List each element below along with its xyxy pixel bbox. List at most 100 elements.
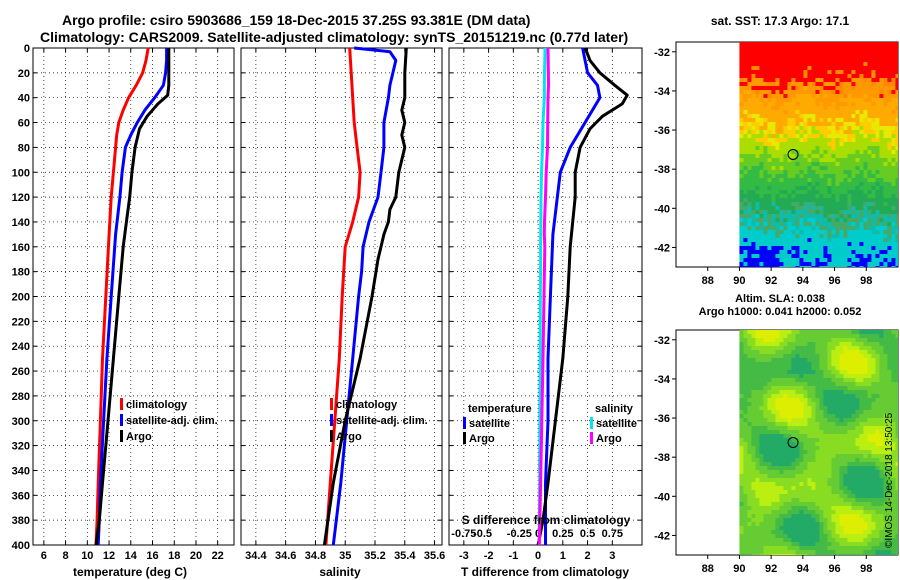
heatmap-cell bbox=[839, 454, 844, 459]
heatmap-cell bbox=[803, 510, 808, 515]
heatmap-cell bbox=[879, 166, 884, 171]
heatmap-cell bbox=[747, 42, 752, 47]
heatmap-cell bbox=[823, 510, 828, 515]
heatmap-cell bbox=[791, 170, 796, 175]
heatmap-cell bbox=[867, 66, 872, 71]
heatmap-cell bbox=[851, 522, 856, 527]
heatmap-cell bbox=[879, 102, 884, 107]
heatmap-cell bbox=[871, 498, 876, 503]
heatmap-cell bbox=[787, 70, 792, 75]
heatmap-cell bbox=[855, 98, 860, 103]
heatmap-cell bbox=[839, 118, 844, 123]
heatmap-cell bbox=[823, 506, 828, 511]
heatmap-cell bbox=[871, 462, 876, 467]
heatmap-cell bbox=[743, 262, 748, 267]
heatmap-cell bbox=[843, 498, 848, 503]
heatmap-cell bbox=[787, 406, 792, 411]
heatmap-cell bbox=[827, 470, 832, 475]
heatmap-cell bbox=[775, 262, 780, 267]
heatmap-cell bbox=[843, 142, 848, 147]
heatmap-cell bbox=[787, 266, 792, 267]
heatmap-cell bbox=[871, 82, 876, 87]
heatmap-cell bbox=[783, 254, 788, 259]
heatmap-cell bbox=[779, 382, 784, 387]
heatmap-cell bbox=[819, 186, 824, 191]
heatmap-cell bbox=[839, 242, 844, 247]
heatmap-cell bbox=[755, 154, 760, 159]
heatmap-cell bbox=[743, 394, 748, 399]
heatmap-cell bbox=[751, 66, 756, 71]
heatmap-cell bbox=[875, 490, 880, 495]
heatmap-cell bbox=[803, 386, 808, 391]
heatmap-cell bbox=[755, 538, 760, 543]
heatmap-cell bbox=[887, 142, 892, 147]
heatmap-cell bbox=[883, 358, 888, 363]
heatmap-cell bbox=[827, 478, 832, 483]
heatmap-cell bbox=[867, 170, 872, 175]
heatmap-cell bbox=[755, 450, 760, 455]
heatmap-cell bbox=[791, 226, 796, 231]
heatmap-cell bbox=[851, 502, 856, 507]
heatmap-cell bbox=[887, 98, 892, 103]
heatmap-cell bbox=[895, 206, 898, 211]
heatmap-cell bbox=[827, 142, 832, 147]
heatmap-cell bbox=[843, 58, 848, 63]
heatmap-cell bbox=[891, 66, 896, 71]
heatmap-cell bbox=[811, 82, 816, 87]
heatmap-cell bbox=[879, 446, 884, 451]
heatmap-cell bbox=[843, 186, 848, 191]
heatmap-cell bbox=[887, 106, 892, 111]
heatmap-cell bbox=[823, 70, 828, 75]
heatmap-cell bbox=[779, 70, 784, 75]
heatmap-cell bbox=[875, 482, 880, 487]
heatmap-cell bbox=[755, 98, 760, 103]
heatmap-cell bbox=[895, 378, 898, 383]
heatmap-cell bbox=[779, 422, 784, 427]
heatmap-cell bbox=[891, 346, 896, 351]
heatmap-cell bbox=[767, 58, 772, 63]
heatmap-cell bbox=[871, 470, 876, 475]
heatmap-cell bbox=[839, 418, 844, 423]
heatmap-cell bbox=[859, 78, 864, 83]
heatmap-cell bbox=[743, 498, 748, 503]
heatmap-cell bbox=[855, 502, 860, 507]
heatmap-cell bbox=[843, 86, 848, 91]
heatmap-cell bbox=[875, 458, 880, 463]
heatmap-cell bbox=[855, 130, 860, 135]
heatmap-cell bbox=[803, 226, 808, 231]
heatmap-cell bbox=[795, 62, 800, 67]
heatmap-cell bbox=[755, 522, 760, 527]
heatmap-cell bbox=[787, 226, 792, 231]
heatmap-cell bbox=[867, 162, 872, 167]
heatmap-cell bbox=[803, 218, 808, 223]
heatmap-cell bbox=[867, 486, 872, 491]
heatmap-cell bbox=[835, 510, 840, 515]
heatmap-cell bbox=[859, 142, 864, 147]
heatmap-cell bbox=[819, 394, 824, 399]
heatmap-cell bbox=[895, 434, 898, 439]
heatmap-cell bbox=[751, 550, 756, 555]
heatmap-cell bbox=[803, 94, 808, 99]
heatmap-cell bbox=[739, 442, 744, 447]
heatmap-cell bbox=[815, 330, 820, 335]
heatmap-cell bbox=[879, 358, 884, 363]
heatmap-cell bbox=[871, 434, 876, 439]
heatmap-cell bbox=[823, 342, 828, 347]
heatmap-cell bbox=[863, 194, 868, 199]
heatmap-cell bbox=[815, 430, 820, 435]
heatmap-cell bbox=[815, 254, 820, 259]
heatmap-cell bbox=[859, 258, 864, 263]
heatmap-cell bbox=[743, 342, 748, 347]
heatmap-cell bbox=[895, 462, 898, 467]
heatmap-cell bbox=[743, 46, 748, 51]
heatmap-cell bbox=[763, 398, 768, 403]
heatmap-cell bbox=[887, 354, 892, 359]
heatmap-cell bbox=[771, 390, 776, 395]
heatmap-cell bbox=[895, 486, 898, 491]
heatmap-cell bbox=[791, 182, 796, 187]
heatmap-cell bbox=[779, 50, 784, 55]
heatmap-cell bbox=[811, 166, 816, 171]
heatmap-cell bbox=[891, 518, 896, 523]
heatmap-cell bbox=[751, 394, 756, 399]
heatmap-cell bbox=[775, 410, 780, 415]
